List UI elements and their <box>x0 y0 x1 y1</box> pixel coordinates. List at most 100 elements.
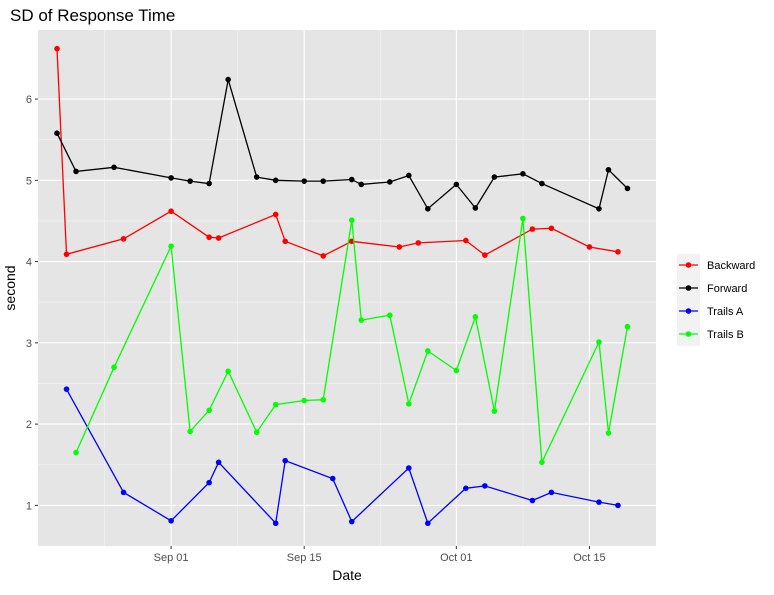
data-point-trails-b <box>206 407 212 414</box>
data-point-trails-a <box>329 475 336 482</box>
chart-title: SD of Response Time <box>10 6 175 25</box>
data-point-trails-b <box>301 397 308 404</box>
data-point-forward <box>272 177 279 184</box>
data-point-trails-a <box>168 518 174 524</box>
data-point-forward <box>605 166 612 173</box>
data-point-backward <box>54 45 60 52</box>
data-point-forward <box>73 168 79 175</box>
y-tick-label: 3 <box>26 338 32 350</box>
data-point-trails-a <box>482 483 488 489</box>
data-point-trails-b <box>386 312 393 319</box>
data-point-trails-a <box>615 502 621 509</box>
data-point-trails-a <box>596 499 602 505</box>
data-point-backward <box>206 234 212 241</box>
data-point-forward <box>624 185 631 192</box>
data-point-forward <box>453 181 460 188</box>
data-point-trails-a <box>282 457 289 464</box>
data-point-trails-b <box>320 396 327 403</box>
legend-label-trails-b: Trails B <box>707 329 744 341</box>
data-point-forward <box>168 175 174 181</box>
data-point-backward <box>548 225 555 232</box>
data-point-forward <box>596 205 602 212</box>
data-point-trails-b <box>425 348 431 354</box>
legend-point-trails-b <box>685 331 692 337</box>
data-point-forward <box>54 130 60 136</box>
data-point-trails-a <box>120 489 127 496</box>
y-tick-label: 6 <box>26 94 32 106</box>
data-point-trails-a <box>215 459 222 466</box>
data-point-forward <box>472 205 479 211</box>
data-point-trails-a <box>529 497 536 504</box>
data-point-trails-b <box>111 364 117 371</box>
data-point-backward <box>282 238 289 245</box>
data-point-backward <box>320 253 327 259</box>
data-point-backward <box>415 240 422 246</box>
data-point-forward <box>358 181 365 188</box>
data-point-trails-a <box>406 465 412 471</box>
data-point-trails-b <box>453 367 460 374</box>
y-tick-label: 1 <box>26 500 32 512</box>
data-point-backward <box>463 237 469 244</box>
data-point-trails-b <box>358 317 365 323</box>
legend-label-forward: Forward <box>707 283 747 295</box>
data-point-trails-a <box>463 485 469 492</box>
data-point-forward <box>425 205 431 212</box>
y-tick-label: 5 <box>26 175 32 187</box>
legend-label-backward: Backward <box>707 260 755 272</box>
data-point-backward <box>482 252 488 258</box>
data-point-trails-b <box>348 217 355 223</box>
data-point-trails-b <box>539 459 545 466</box>
data-point-trails-a <box>548 489 555 496</box>
series-layer <box>54 45 631 527</box>
data-point-backward <box>272 211 279 218</box>
legend-point-forward <box>685 285 692 291</box>
data-point-trails-a <box>206 479 212 486</box>
data-point-trails-a <box>63 386 70 392</box>
data-point-backward <box>529 226 536 232</box>
data-point-trails-b <box>406 400 412 407</box>
data-point-trails-b <box>272 401 279 408</box>
data-point-backward <box>63 251 70 258</box>
data-point-trails-b <box>73 449 79 456</box>
data-point-forward <box>253 174 260 180</box>
y-tick-label: 4 <box>26 257 32 269</box>
data-point-forward <box>406 172 412 179</box>
data-point-backward <box>396 244 403 250</box>
data-point-forward <box>348 176 355 183</box>
x-axis-label: Date <box>332 567 362 583</box>
data-point-forward <box>320 178 327 184</box>
x-tick-label: Sep 01 <box>154 552 189 564</box>
y-axis: 1 2 3 4 5 6 <box>26 94 38 512</box>
data-point-trails-b <box>225 368 231 375</box>
data-point-backward <box>615 249 621 255</box>
data-point-forward <box>111 164 117 171</box>
data-point-trails-b <box>491 408 498 414</box>
major-gridlines <box>38 30 656 546</box>
data-point-forward <box>225 76 231 83</box>
minor-gridlines <box>38 30 656 547</box>
data-point-trails-a <box>348 518 355 525</box>
x-tick-label: Oct 15 <box>573 552 605 564</box>
data-point-forward <box>206 180 212 187</box>
data-point-trails-a <box>272 520 279 527</box>
plot-panel <box>38 30 656 547</box>
data-point-backward <box>120 236 127 242</box>
data-point-trails-b <box>624 323 631 330</box>
data-point-trails-b <box>168 243 174 249</box>
data-point-trails-b <box>605 430 612 436</box>
data-point-trails-b <box>596 339 602 345</box>
x-tick-label: Oct 01 <box>440 552 472 564</box>
data-point-backward <box>168 208 174 215</box>
data-point-forward <box>386 179 393 185</box>
series-line-forward <box>56 79 628 210</box>
y-axis-label: second <box>2 265 18 310</box>
series-line-backward <box>56 48 619 257</box>
data-point-trails-b <box>253 429 260 436</box>
legend-label-trails-a: Trails A <box>707 306 744 318</box>
plot-background <box>38 30 656 546</box>
legend: Backward Forward Trails A Trails B <box>677 254 755 346</box>
data-point-forward <box>301 178 308 184</box>
legend-point-backward <box>685 262 692 268</box>
data-point-forward <box>491 174 498 180</box>
